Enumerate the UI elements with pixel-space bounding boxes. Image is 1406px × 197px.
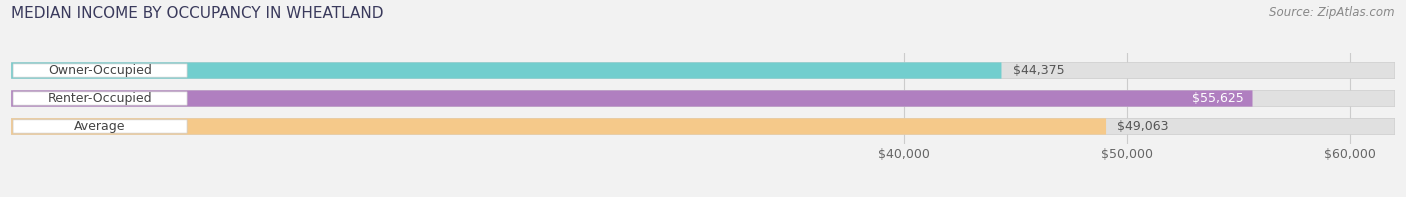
FancyBboxPatch shape [11,62,1395,79]
Text: $49,063: $49,063 [1118,120,1168,133]
FancyBboxPatch shape [11,118,1107,135]
Text: Source: ZipAtlas.com: Source: ZipAtlas.com [1270,6,1395,19]
FancyBboxPatch shape [11,90,1395,107]
Text: Average: Average [75,120,125,133]
FancyBboxPatch shape [11,118,1395,135]
FancyBboxPatch shape [13,92,187,105]
Text: $55,625: $55,625 [1192,92,1243,105]
Text: MEDIAN INCOME BY OCCUPANCY IN WHEATLAND: MEDIAN INCOME BY OCCUPANCY IN WHEATLAND [11,6,384,21]
Text: $44,375: $44,375 [1012,64,1064,77]
FancyBboxPatch shape [11,90,1253,107]
FancyBboxPatch shape [11,62,1001,79]
Text: Owner-Occupied: Owner-Occupied [48,64,152,77]
Text: Renter-Occupied: Renter-Occupied [48,92,152,105]
FancyBboxPatch shape [13,64,187,77]
FancyBboxPatch shape [13,120,187,133]
